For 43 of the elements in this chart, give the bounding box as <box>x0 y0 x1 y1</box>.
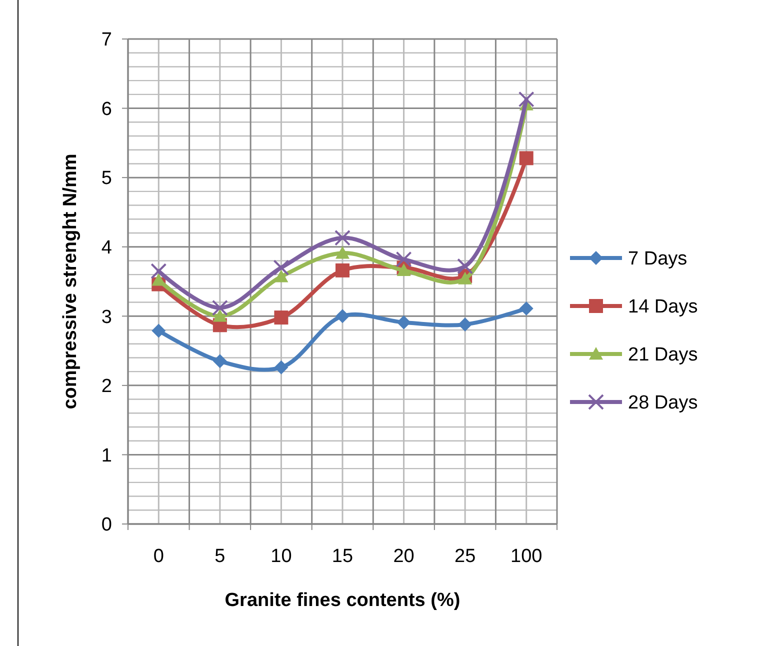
point <box>396 251 412 268</box>
point <box>518 91 534 108</box>
y-tick-label: 4 <box>101 238 112 259</box>
point <box>396 263 411 276</box>
point <box>274 360 288 374</box>
point <box>336 246 350 259</box>
y-tick-label: 5 <box>101 168 112 190</box>
y-axis-title: compressive strenght N/mm <box>60 154 81 410</box>
point <box>336 309 350 324</box>
point <box>212 309 227 322</box>
y-tick-label: 6 <box>101 98 112 120</box>
x-axis-title: Granite fines contents (%) <box>224 590 460 611</box>
point <box>336 263 350 278</box>
legend-label: 21 Days <box>628 344 698 366</box>
point <box>458 317 472 332</box>
legend-label: 7 Days <box>628 248 688 270</box>
point <box>457 258 474 274</box>
legend-label: 28 Days <box>628 392 698 414</box>
x-tick-label: 100 <box>510 546 542 567</box>
y-tick-label: 0 <box>101 514 112 536</box>
legend-label: 14 Days <box>628 296 698 318</box>
point <box>396 315 411 330</box>
point <box>152 324 166 338</box>
x-tick-label: 15 <box>332 546 354 567</box>
point <box>212 300 228 316</box>
x-tick-label: 20 <box>393 546 414 567</box>
point <box>458 272 472 284</box>
point <box>274 270 288 282</box>
x-tick-label: 25 <box>454 546 476 567</box>
point <box>519 151 534 166</box>
x-tick-label: 10 <box>270 546 292 567</box>
y-tick-label: 1 <box>101 445 112 466</box>
y-tick-label: 3 <box>101 306 112 328</box>
point <box>274 310 288 325</box>
x-tick-label: 0 <box>153 546 164 567</box>
x-tick-label: 5 <box>214 546 226 567</box>
point <box>150 263 167 280</box>
point <box>212 354 227 368</box>
point <box>334 230 350 246</box>
y-tick-label: 2 <box>101 376 112 398</box>
y-tick-label: 7 <box>101 30 112 51</box>
point <box>273 260 290 276</box>
point <box>519 302 534 316</box>
